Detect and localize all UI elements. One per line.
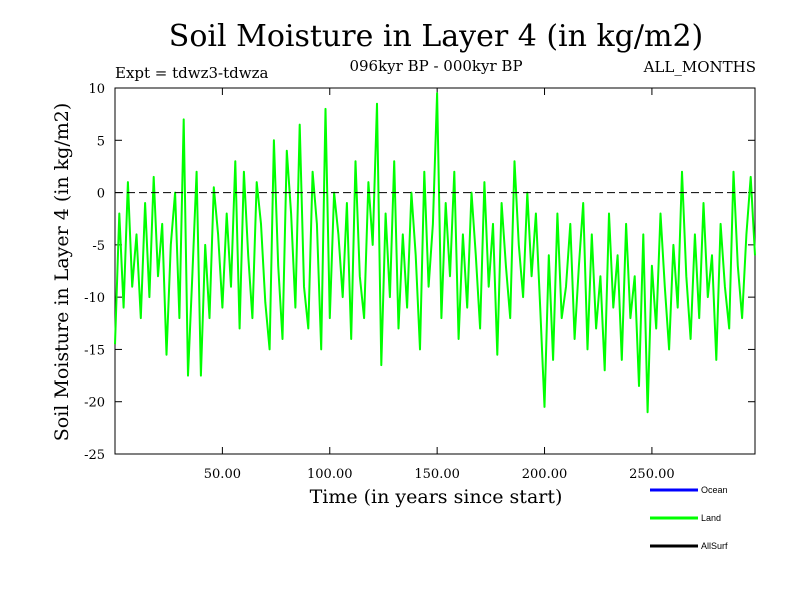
series-line-land	[114, 92, 756, 414]
y-tick-label: 0	[97, 187, 105, 202]
chart-title: Soil Moisture in Layer 4 (in kg/m2)	[169, 19, 703, 54]
grid-and-axes: 10 5 0 -5 -10 -15 -20 -25 50.00 100.00 150.00 200.…	[84, 82, 756, 482]
y-axis: 10 5 0 -5 -10 -15 -20 -25	[84, 82, 755, 463]
experiment-label: Expt = tdwz3-tdwza	[115, 64, 268, 82]
legend: Ocean Land AllSurf	[650, 485, 728, 551]
legend-label-land: Land	[701, 513, 721, 523]
y-tick-label: -5	[92, 239, 105, 254]
y-tick-label: -15	[84, 343, 105, 358]
series-layer	[114, 92, 756, 414]
y-tick-label: -20	[84, 396, 105, 411]
x-tick-label: 250.00	[629, 467, 675, 482]
months-label: ALL_MONTHS	[643, 58, 756, 76]
x-tick-label: 50.00	[204, 467, 241, 482]
chart-subtitle: 096kyr BP - 000kyr BP	[349, 57, 522, 75]
y-tick-label: -25	[84, 448, 105, 463]
x-tick-label: 100.00	[307, 467, 353, 482]
x-tick-label: 200.00	[522, 467, 568, 482]
y-tick-label: 10	[88, 82, 105, 97]
legend-label-ocean: Ocean	[701, 485, 728, 495]
x-tick-label: 150.00	[414, 467, 460, 482]
y-tick-label: -10	[84, 291, 105, 306]
legend-label-allsurf: AllSurf	[701, 541, 728, 551]
y-tick-label: 5	[97, 134, 105, 149]
plot-frame	[114, 87, 756, 455]
y-axis-label: Soil Moisture in Layer 4 (in kg/m2)	[51, 103, 73, 442]
x-axis-label: Time (in years since start)	[310, 486, 563, 508]
x-axis: 50.00 100.00 150.00 200.00 250.00	[204, 88, 675, 482]
